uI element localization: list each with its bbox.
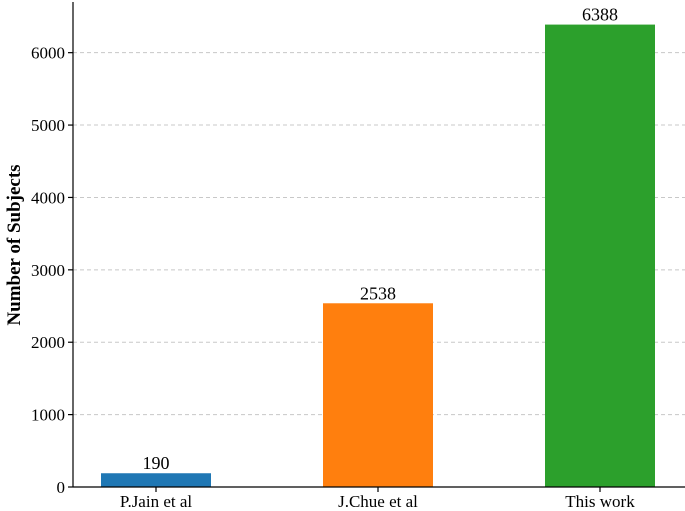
- x-ticks: P.Jain et al J.Chue et al This work: [120, 487, 635, 511]
- y-axis-title: Number of Subjects: [4, 164, 25, 325]
- x-tick-label: P.Jain et al: [120, 492, 193, 511]
- y-tick-label: 1000: [31, 406, 65, 425]
- x-tick-label: J.Chue et al: [338, 492, 418, 511]
- y-ticks: 0 1000 2000 3000 4000 5000 6000: [31, 44, 73, 497]
- y-tick-label: 5000: [31, 116, 65, 135]
- bar-3: [545, 24, 655, 487]
- data-label: 2538: [360, 283, 396, 303]
- bar-1: [101, 473, 211, 487]
- y-tick-label: 4000: [31, 188, 65, 207]
- axes: [72, 2, 685, 488]
- grid-lines: [73, 52, 685, 416]
- data-label: 190: [143, 453, 170, 473]
- y-tick-label: 3000: [31, 261, 65, 280]
- data-labels: 190 2538 6388: [143, 5, 619, 474]
- data-label: 6388: [582, 5, 618, 25]
- bars: [101, 24, 655, 487]
- bar-2: [323, 303, 433, 487]
- y-tick-label: 0: [57, 478, 66, 497]
- y-tick-label: 6000: [31, 44, 65, 63]
- y-tick-label: 2000: [31, 333, 65, 352]
- x-tick-label: This work: [565, 492, 635, 511]
